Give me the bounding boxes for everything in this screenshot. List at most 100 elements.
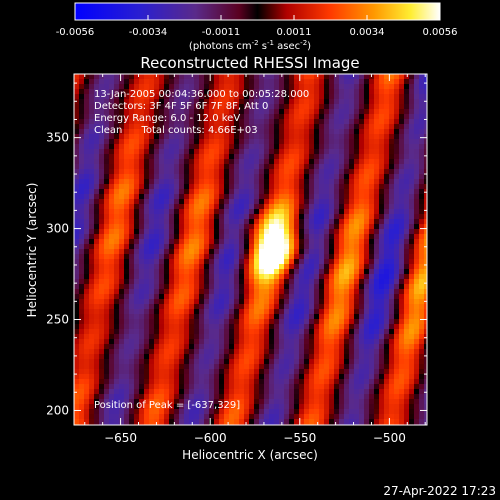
heatmap-cell [164, 319, 170, 325]
heatmap-cell [304, 94, 310, 100]
heatmap-cell [314, 344, 320, 350]
heatmap-cell [289, 349, 295, 355]
heatmap-cell [99, 179, 105, 185]
heatmap-cell [354, 324, 360, 330]
heatmap-cell [224, 269, 230, 275]
heatmap-cell [254, 299, 260, 305]
heatmap-cell [274, 244, 280, 250]
heatmap-cell [409, 244, 415, 250]
heatmap-cell [299, 254, 305, 260]
heatmap-cell [169, 159, 175, 165]
heatmap-cell [119, 264, 125, 270]
heatmap-cell [129, 224, 135, 230]
heatmap-cell [369, 89, 375, 95]
heatmap-cell [179, 334, 185, 340]
heatmap-cell [254, 249, 260, 255]
heatmap-cell [409, 359, 415, 365]
heatmap-cell [179, 389, 185, 395]
heatmap-cell [414, 159, 420, 165]
heatmap-cell [294, 134, 300, 140]
heatmap-cell [209, 159, 215, 165]
heatmap-cell [199, 154, 205, 160]
heatmap-cell [99, 89, 105, 95]
heatmap-cell [389, 159, 395, 165]
heatmap-cell [184, 354, 190, 360]
heatmap-cell [214, 164, 220, 170]
heatmap-cell [419, 234, 425, 240]
heatmap-cell [204, 264, 210, 270]
heatmap-cell [79, 239, 85, 245]
heatmap-cell [164, 154, 170, 160]
heatmap-cell [224, 239, 230, 245]
heatmap-cell [419, 119, 425, 125]
heatmap-cell [224, 79, 230, 85]
heatmap-cell [249, 219, 255, 225]
heatmap-cell [114, 369, 120, 375]
heatmap-cell [144, 249, 150, 255]
heatmap-cell [359, 174, 365, 180]
heatmap-cell [354, 234, 360, 240]
heatmap-cell [114, 259, 120, 265]
heatmap-cell [349, 94, 355, 100]
heatmap-cell [144, 169, 150, 175]
heatmap-cell [309, 309, 315, 315]
heatmap-cell [324, 314, 330, 320]
heatmap-cell [94, 269, 100, 275]
heatmap-cell [339, 269, 345, 275]
heatmap-cell [174, 374, 180, 380]
heatmap-cell [174, 84, 180, 90]
heatmap-cell [324, 419, 330, 425]
heatmap-cell [104, 309, 110, 315]
heatmap-cell [404, 234, 410, 240]
heatmap-cell [394, 169, 400, 175]
heatmap-cell [269, 354, 275, 360]
heatmap-cell [134, 374, 140, 380]
heatmap-cell [374, 364, 380, 370]
heatmap-cell [329, 124, 335, 130]
heatmap-cell [194, 419, 200, 425]
heatmap-cell [229, 344, 235, 350]
heatmap-cell [94, 324, 100, 330]
heatmap-cell [354, 274, 360, 280]
heatmap-cell [99, 334, 105, 340]
heatmap-cell [254, 239, 260, 245]
heatmap-cell [99, 264, 105, 270]
heatmap-cell [154, 329, 160, 335]
heatmap-cell [419, 229, 425, 235]
heatmap-cell [119, 369, 125, 375]
heatmap-cell [419, 289, 425, 295]
heatmap-cell [234, 149, 240, 155]
heatmap-cell [424, 154, 427, 160]
heatmap-cell [309, 269, 315, 275]
heatmap-cell [199, 339, 205, 345]
heatmap-cell [109, 259, 115, 265]
heatmap-cell [239, 104, 245, 110]
heatmap-cell [89, 289, 95, 295]
heatmap-cell [154, 309, 160, 315]
heatmap-cell [164, 209, 170, 215]
heatmap-cell [269, 109, 275, 115]
heatmap-cell [254, 369, 260, 375]
heatmap-cell [384, 324, 390, 330]
heatmap-cell [184, 294, 190, 300]
heatmap-cell [174, 109, 180, 115]
heatmap-cell [389, 134, 395, 140]
heatmap-cell [279, 84, 285, 90]
heatmap-cell [219, 394, 225, 400]
heatmap-cell [329, 349, 335, 355]
heatmap-cell [159, 404, 165, 410]
heatmap-cell [284, 74, 290, 80]
heatmap-cell [99, 229, 105, 235]
heatmap-cell [319, 359, 325, 365]
colorbar-tick-label: 0.0056 [423, 27, 458, 38]
heatmap-cell [279, 314, 285, 320]
heatmap-cell [209, 99, 215, 105]
heatmap-cell [304, 79, 310, 85]
heatmap-cell [314, 304, 320, 310]
heatmap-cell [269, 304, 275, 310]
heatmap-cell [159, 124, 165, 130]
heatmap-cell [119, 154, 125, 160]
heatmap-cell [389, 104, 395, 110]
heatmap-cell [129, 269, 135, 275]
heatmap-cell [264, 104, 270, 110]
